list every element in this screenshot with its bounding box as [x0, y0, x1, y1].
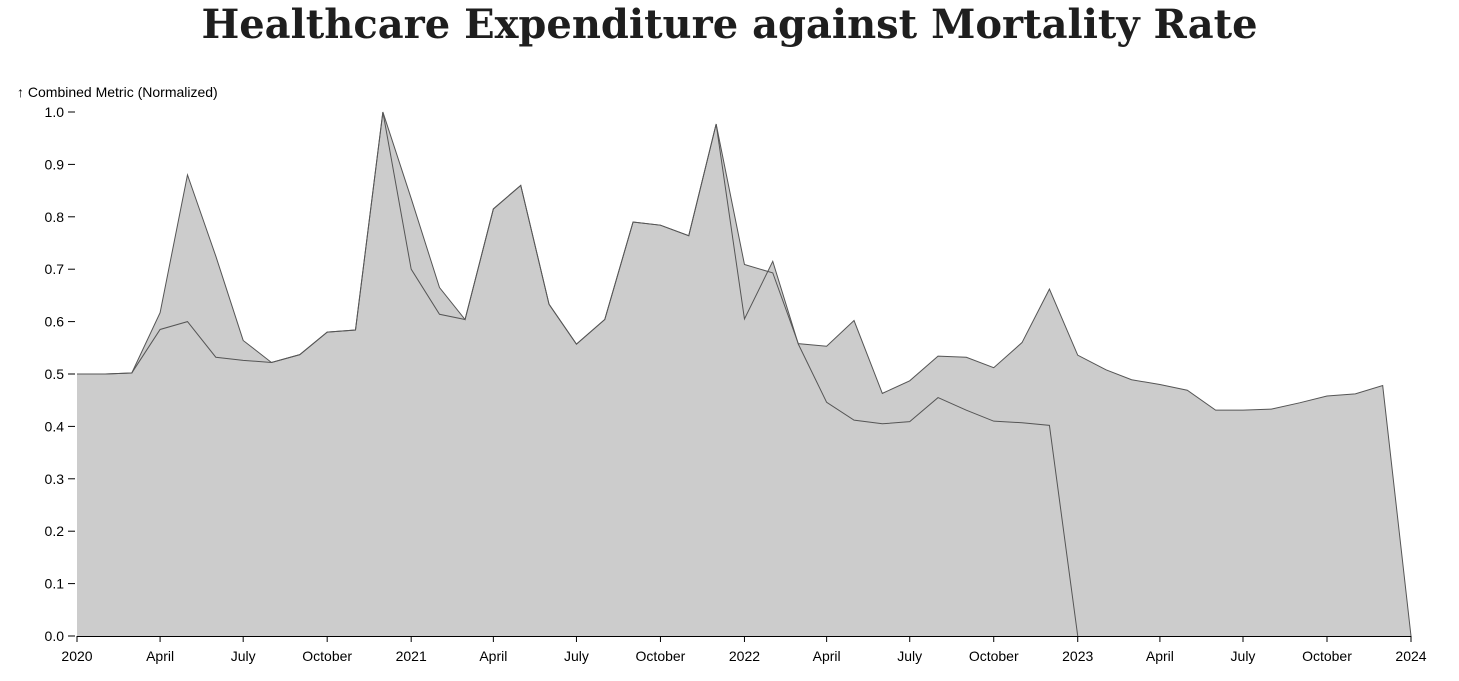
x-tick-label: 2021: [396, 648, 427, 664]
area-series-group: [77, 111, 1412, 637]
y-tick-label: 0.9: [45, 156, 65, 172]
x-tick-label: 2020: [61, 648, 92, 664]
y-tick-label: 0.8: [45, 209, 65, 225]
x-tick-label: October: [1302, 648, 1352, 664]
y-tick-label: 0.5: [45, 366, 65, 382]
x-tick-label: April: [146, 648, 174, 664]
x-tick-label: April: [1146, 648, 1174, 664]
y-tick-label: 0.0: [45, 628, 65, 644]
x-tick-label: October: [969, 648, 1019, 664]
x-tick-label: July: [897, 648, 922, 664]
y-tick-label: 1.0: [45, 104, 65, 120]
x-tick-label: October: [302, 648, 352, 664]
series-line-2: [77, 111, 1412, 637]
y-tick-label: 0.3: [45, 471, 65, 487]
x-tick-label: July: [1231, 648, 1256, 664]
x-tick-label: 2022: [729, 648, 760, 664]
y-tick-label: 0.6: [45, 314, 65, 330]
y-tick-label: 0.2: [45, 523, 65, 539]
x-tick-label: 2024: [1395, 648, 1426, 664]
y-tick-label: 0.4: [45, 418, 65, 434]
y-axis: 0.0 0.1 0.2 0.3 0.4 0.5 0.6 0.7 0.8 0.9 1.0: [45, 104, 75, 644]
x-tick-label: October: [636, 648, 686, 664]
chart-title: Healthcare Expenditure against Mortality…: [201, 1, 1258, 48]
y-tick-label: 0.1: [45, 576, 65, 592]
x-tick-label: July: [564, 648, 589, 664]
area-fill-series-2: [77, 112, 1411, 636]
y-axis-title: ↑ Combined Metric (Normalized): [17, 84, 218, 100]
x-tick-label: July: [231, 648, 256, 664]
x-tick-label: 2023: [1062, 648, 1093, 664]
x-tick-label: April: [813, 648, 841, 664]
y-tick-label: 0.7: [45, 261, 65, 277]
x-tick-label: April: [479, 648, 507, 664]
x-axis: 2020 April July October 2021 April July October…: [61, 636, 1427, 664]
